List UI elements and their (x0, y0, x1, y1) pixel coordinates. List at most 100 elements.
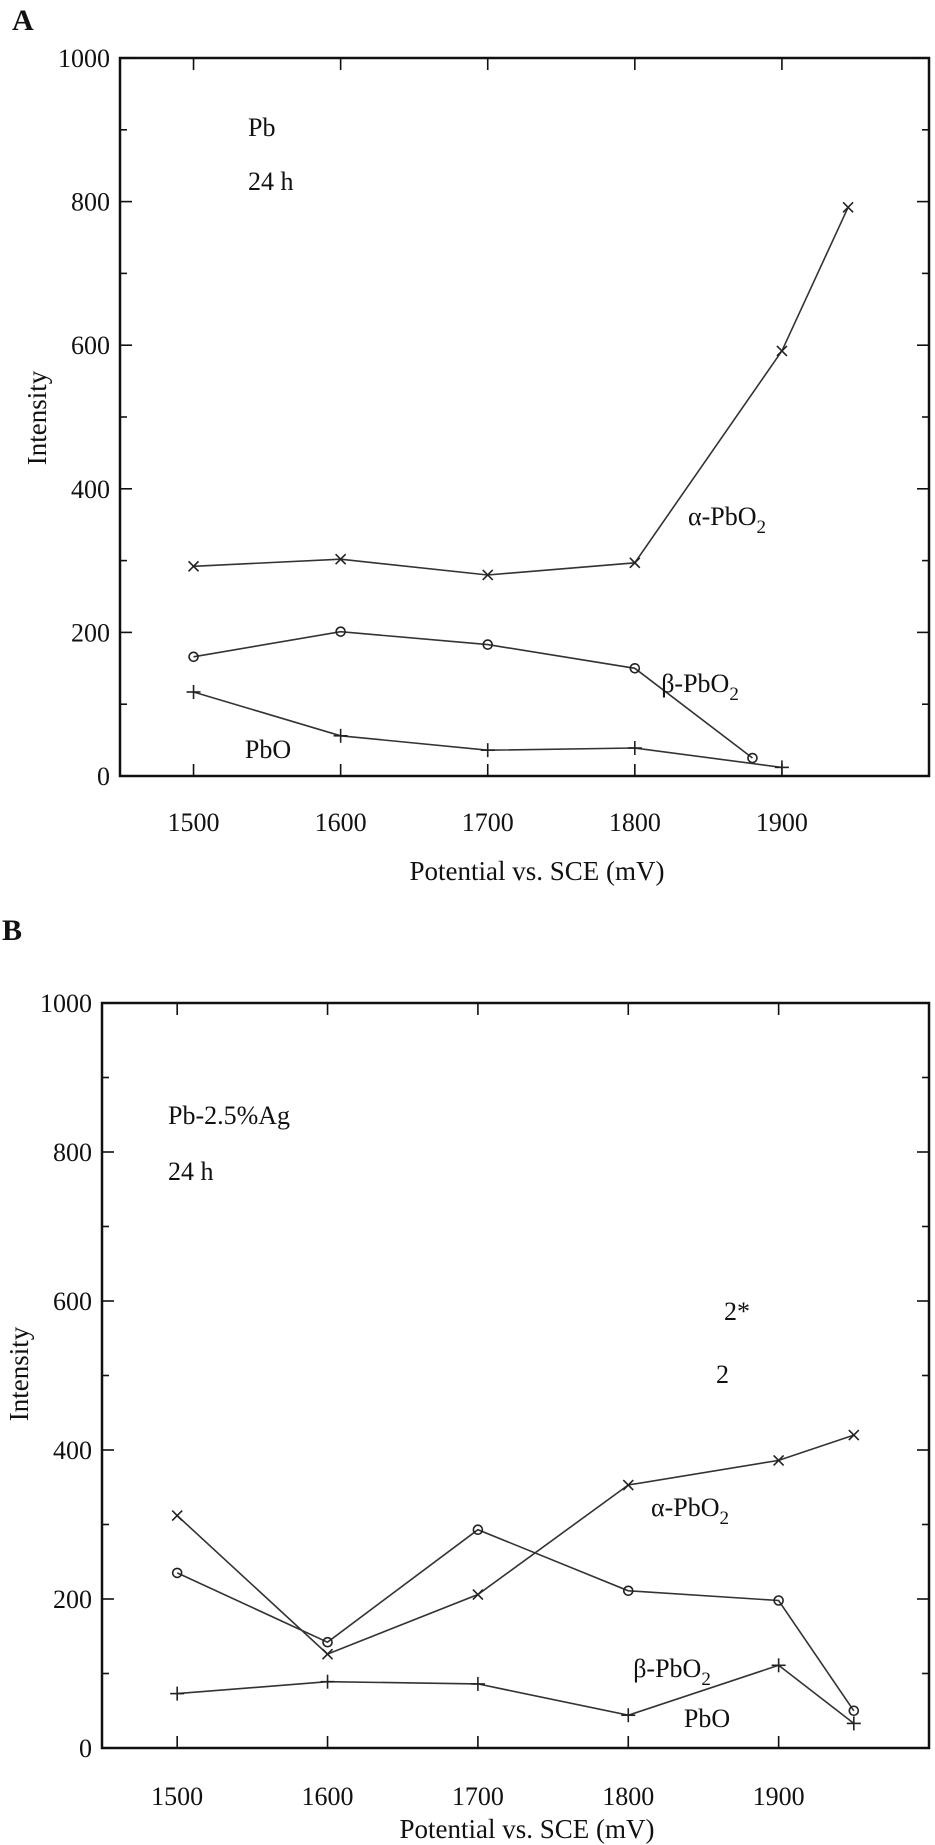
panel-a-series-pbo-point (627, 740, 642, 755)
panel-a-series-pbo-point-circle (482, 639, 494, 650)
panel-a-series-pbo-point (333, 728, 348, 743)
panel-b-series-pbo-point (771, 1658, 786, 1673)
panel-b-series-pbo-point (171, 1509, 183, 1522)
panel-a-series-pbo-label: β-PbO2 (661, 669, 739, 705)
panel-b-annotation: Pb-2.5%Ag (168, 1101, 290, 1130)
panel-a-annotation: 24 h (248, 167, 294, 196)
panel-b-x-tick-label: 1800 (602, 1782, 654, 1811)
panel-b-series-pbo-point-circle (472, 1524, 484, 1536)
panel-a-series-pbo-point-stroke-b (187, 560, 200, 572)
panel-a-x-axis-title: Potential vs. SCE (mV) (410, 856, 665, 886)
panel-b-series-pbo-point-stroke-b (472, 1588, 484, 1601)
panel-b-letter: B (2, 914, 22, 947)
panel-b-series-pbo-label: β-PbO2 (633, 1654, 711, 1690)
panel-a-series-pbo-point (629, 557, 641, 569)
panel-a-y-tick-label: 600 (71, 331, 110, 360)
panel-b-series-pbo-point (622, 1479, 634, 1491)
panel-a-x-tick-label: 1500 (168, 808, 220, 837)
panel-b-x-tick-label: 1700 (452, 1782, 504, 1811)
panel-b-series-pbo-point (622, 1585, 634, 1597)
panel-b-series-pbo-point (470, 1676, 485, 1691)
panel-a-y-tick-label: 800 (71, 188, 110, 217)
panel-a-series-pbo-point (187, 560, 200, 572)
panel-a-series-pbo-point (776, 345, 788, 357)
panel-b-series-pbo-point (171, 1567, 183, 1579)
panel-a-series-pbo: β-PbO2 (188, 626, 758, 764)
panel-a-series-pbo-point-stroke-b (629, 557, 641, 569)
panel-a-series-pbo-label: α-PbO2 (688, 502, 766, 538)
panel-a-x-tick-label: 1800 (609, 808, 661, 837)
panel-a-series-pbo-point (482, 569, 494, 581)
panel-a-y-tick-label: 1000 (58, 44, 110, 73)
panel-a-series-pbo-point (335, 626, 346, 637)
panel-b-x-axis-title: Potential vs. SCE (mV) (400, 1814, 655, 1844)
panel-b-series-pbo-line (176, 1528, 855, 1712)
panel-b-stray-label: 2 (716, 1360, 729, 1389)
panel-b-series-pbo-point (773, 1454, 785, 1466)
panel-a-series-pbo-point (629, 662, 641, 674)
panel-a-y-tick-label: 200 (71, 618, 110, 647)
panel-b-y-tick-label: 800 (53, 1138, 92, 1167)
panel-b-y-tick-label: 600 (53, 1287, 92, 1316)
panel-a-y-tick-label: 400 (71, 475, 110, 504)
panel-b-series-pbo: β-PbO2 (171, 1524, 860, 1717)
panel-a-series-pbo-point-circle (747, 752, 758, 764)
panel-a-series-pbo-line (193, 206, 849, 576)
panel-a-series-pbo: α-PbO2 (187, 201, 854, 581)
panel-b-annotation: 24 h (168, 1157, 214, 1186)
panel-b-series-pbo-point (322, 1636, 333, 1648)
panel-a: A 0 200 400 600 800 1000 1500 1600 1700 1800 1900 Po… (12, 4, 931, 886)
panel-b-series-pbo-point-stroke-b (622, 1479, 634, 1491)
panel-a-series-pbo-point (186, 684, 201, 699)
panel-b-series-pbo-point-stroke-b (773, 1454, 785, 1466)
panel-a-series-pbo-label: PbO (245, 735, 291, 764)
panel-a-series-pbo-point (188, 651, 199, 663)
panel-a-series-pbo-point-circle (188, 651, 199, 663)
panel-b-x-tick-label: 1600 (302, 1782, 354, 1811)
panel-a-series-pbo-point (335, 553, 347, 565)
panel-b-x-tick-label: 1500 (151, 1782, 203, 1811)
panel-b-series-pbo-point-stroke-b (321, 1648, 334, 1660)
panel-b-series-pbo-point-circle (622, 1585, 634, 1597)
panel-a-series-pbo-point-stroke-b (842, 201, 854, 213)
panel-b-y-tick-label: 200 (53, 1585, 92, 1614)
panel-a-y-axis-title: Intensity (22, 370, 52, 465)
panel-b-series-pbo-point-circle (848, 1705, 860, 1717)
panel-a-series-pbo-point-stroke-b (482, 569, 494, 581)
panel-b-series-pbo-label: PbO (684, 1704, 730, 1733)
panel-a-series-pbo-point (747, 752, 758, 764)
panel-a-x-tick-label: 1900 (756, 808, 808, 837)
panel-a-series-pbo-point (482, 639, 494, 650)
panel-b-series-pbo-line (177, 1664, 855, 1725)
panel-a-series-pbo-point-circle (335, 626, 346, 637)
panel-a-series-pbo-point-circle (629, 662, 641, 674)
panel-a-series-pbo-point (842, 201, 854, 213)
panel-b-series-pbo-point-circle (171, 1567, 183, 1579)
panel-a-series-pbo: PbO (186, 684, 789, 775)
panel-a-x-tick-label: 1600 (315, 808, 367, 837)
panel-b-y-tick-label: 0 (79, 1734, 92, 1763)
panel-a-y-tick-label: 0 (97, 762, 110, 791)
panel-b-series-pbo-point-circle (322, 1636, 333, 1648)
panel-b-x-tick-label: 1900 (753, 1782, 805, 1811)
panel-b-series-pbo-point (848, 1705, 860, 1717)
panel-a-series-pbo-point-stroke-b (776, 345, 788, 357)
panel-a-annotation: Pb (248, 113, 275, 142)
panel-a-plot-frame (118, 56, 931, 778)
panel-b-series-pbo-point (846, 1716, 861, 1731)
panel-b-series-pbo-point-circle (773, 1595, 784, 1606)
panel-a-series-pbo-line (193, 630, 753, 759)
panel-a-x-tick-label: 1700 (462, 808, 514, 837)
panel-b-series-pbo-point (472, 1588, 484, 1601)
panel-b-y-axis-title: Intensity (4, 1326, 34, 1421)
panel-b-series-pbo-point (472, 1524, 484, 1536)
panel-b-series-pbo-point (848, 1429, 860, 1441)
panel-b-series-pbo-point (621, 1708, 636, 1723)
panel-a-letter: A (12, 4, 34, 37)
panel-b-series-pbo-point-stroke-b (171, 1509, 183, 1522)
panel-b-stray-label: 2* (724, 1297, 750, 1326)
panel-b-y-tick-label: 400 (53, 1436, 92, 1465)
panel-b-series-pbo-point (321, 1648, 334, 1660)
panel-b: B 0 200 400 600 800 1000 1500 1600 1700 1800 1900 Po… (2, 914, 931, 1844)
